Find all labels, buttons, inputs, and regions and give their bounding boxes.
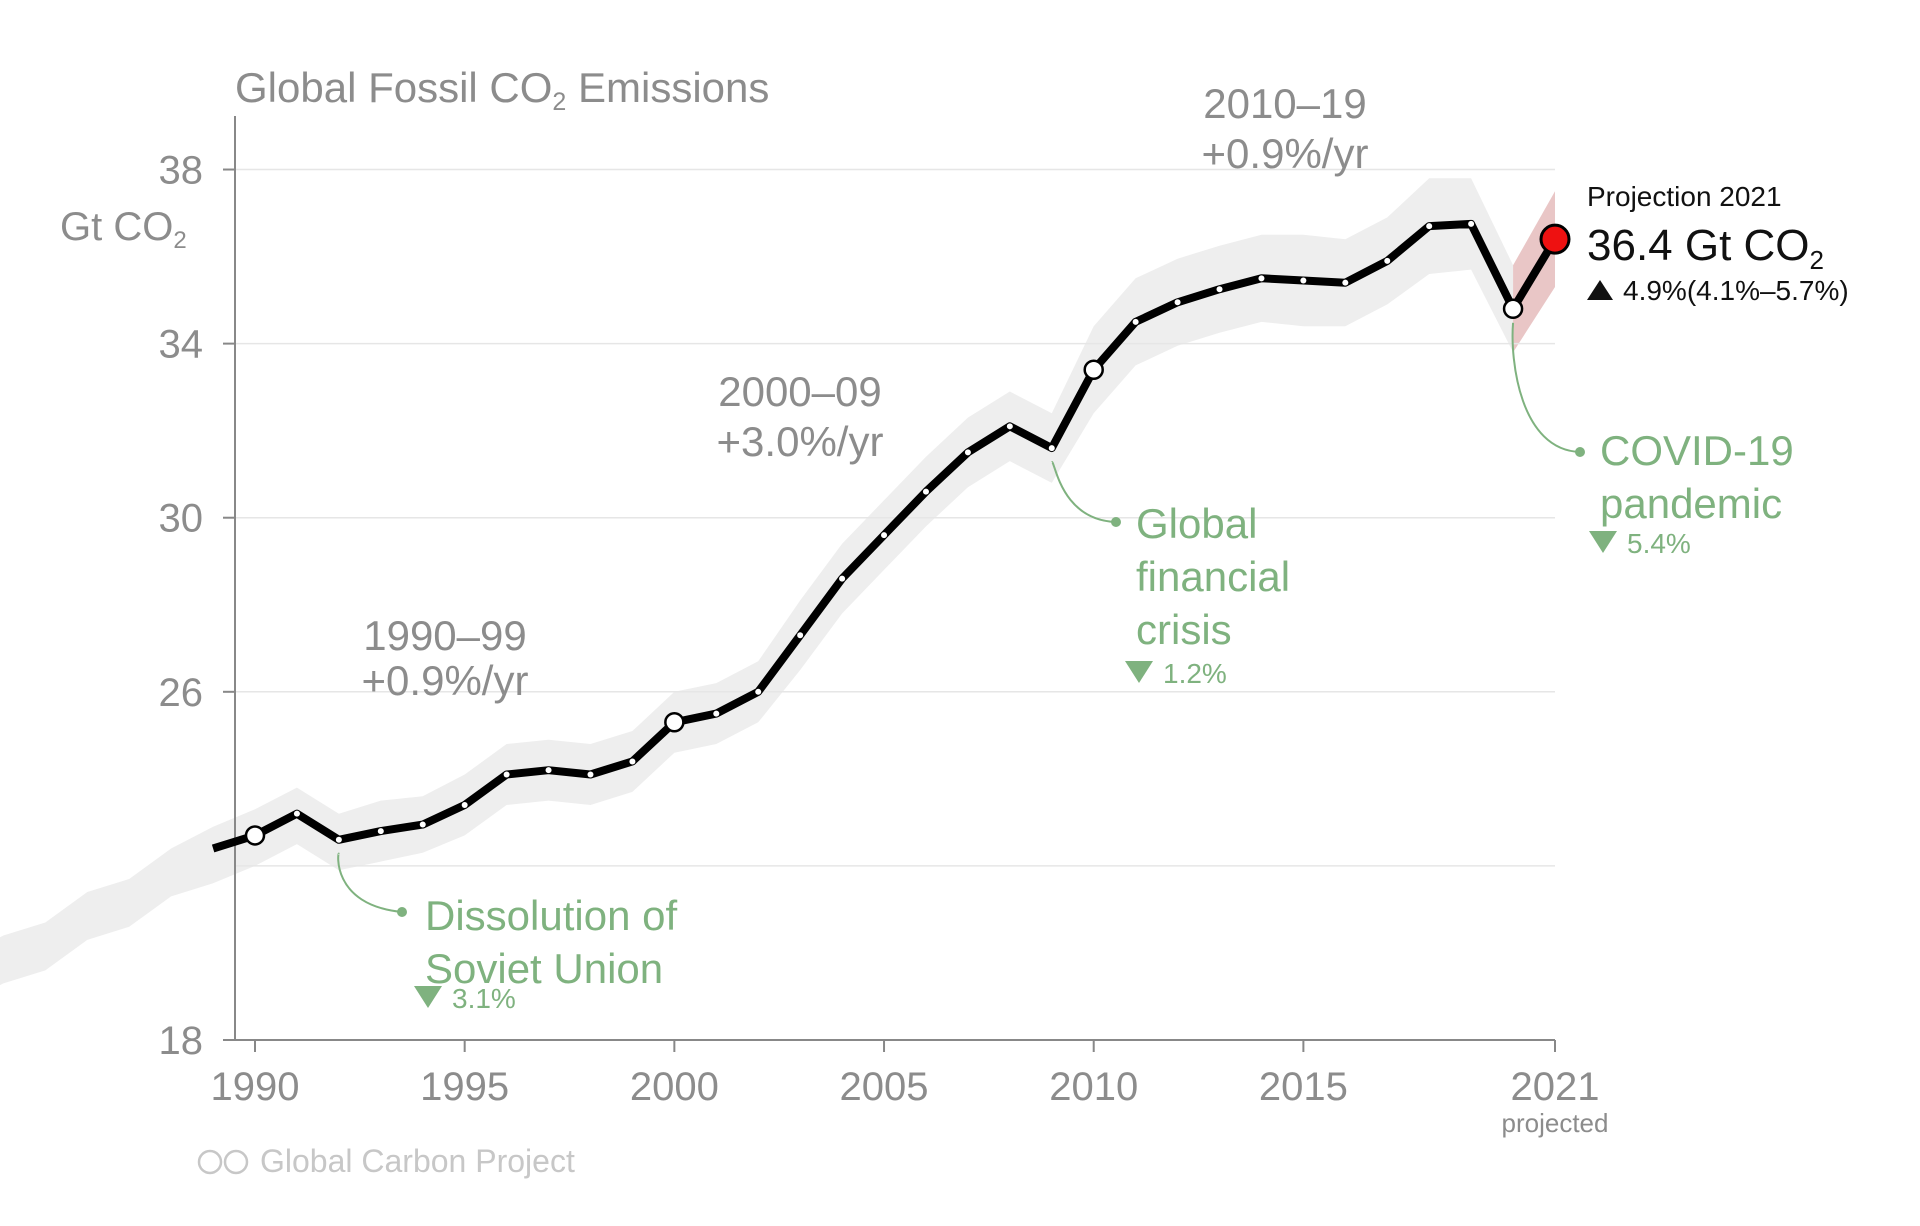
down-triangle-icon <box>1125 661 1153 683</box>
x-tick-note: projected <box>1502 1108 1609 1138</box>
event-label-line: COVID-19 <box>1600 427 1794 474</box>
data-point <box>713 710 720 717</box>
rate-period: 2000–09 <box>718 368 882 415</box>
event-connector <box>1050 461 1117 523</box>
cc-icon <box>197 1149 223 1175</box>
annot-layer <box>197 280 1617 1175</box>
rate-value: +0.9%/yr <box>1202 130 1369 177</box>
event-label-line: financial <box>1136 553 1290 600</box>
chart-title-main: Global Fossil CO <box>235 64 552 111</box>
y-tick-label: 26 <box>159 671 204 715</box>
data-point <box>1426 223 1433 230</box>
data-point <box>629 758 636 765</box>
x-tick-label: 2000 <box>630 1065 719 1109</box>
rate-value: +0.9%/yr <box>362 657 529 704</box>
uncertainty-band <box>0 178 1514 986</box>
highlight-point <box>1502 298 1524 320</box>
data-point <box>293 810 300 817</box>
event-label-line: Global <box>1136 500 1257 547</box>
rate-period: 2010–19 <box>1203 80 1367 127</box>
event-change: 3.1% <box>452 983 516 1014</box>
event-label-line: pandemic <box>1600 480 1782 527</box>
x-tick-label: 2005 <box>840 1065 929 1109</box>
x-tick-label: 2010 <box>1049 1065 1138 1109</box>
data-point <box>419 821 426 828</box>
highlight-point <box>664 712 685 733</box>
data-point <box>839 575 846 582</box>
footer-credit: Global Carbon Project <box>260 1143 575 1179</box>
projection-value: 36.4 Gt CO2 <box>1587 221 1824 275</box>
data-point <box>1132 318 1139 325</box>
x-tick-label: 1995 <box>420 1065 509 1109</box>
event-dot <box>397 907 407 917</box>
y-tick-label: 30 <box>159 497 204 541</box>
band-layer <box>0 178 1555 986</box>
event-connector <box>337 852 403 913</box>
y-axis-label-main: Gt CO <box>60 205 173 249</box>
chart-title-sub: 2 <box>552 88 566 116</box>
data-point <box>755 688 762 695</box>
event-dot <box>1575 447 1585 457</box>
chart-title: Global Fossil CO2 Emissions <box>235 64 769 116</box>
data-point <box>503 771 510 778</box>
data-point <box>1216 286 1223 293</box>
y-axis-label-sub: 2 <box>173 227 186 254</box>
projection-value-main: 36.4 Gt CO <box>1587 221 1810 270</box>
y-axis-label: Gt CO2 <box>60 205 187 254</box>
line-layer <box>211 219 1571 853</box>
emissions-line <box>211 219 1517 853</box>
projection-point <box>1539 223 1571 255</box>
rate-value: +3.0%/yr <box>717 418 884 465</box>
event-dot <box>1111 517 1121 527</box>
down-triangle-icon <box>1589 531 1617 553</box>
event-connector <box>1511 322 1581 453</box>
event-change: 1.2% <box>1163 658 1227 689</box>
text-layer: 18 26 30 34 38 1990 1995 2000 2005 2010 2015 2021pr… <box>60 64 1849 1179</box>
y-tick-label: 38 <box>159 149 204 193</box>
event-label-line: Soviet Union <box>425 945 663 992</box>
data-point <box>1300 277 1307 284</box>
data-point <box>1048 445 1055 452</box>
data-point <box>461 801 468 808</box>
data-point <box>1258 275 1265 282</box>
projection-value-sub: 2 <box>1810 245 1824 275</box>
data-point <box>587 771 594 778</box>
event-label-line: crisis <box>1136 606 1232 653</box>
data-point <box>1468 220 1475 227</box>
highlight-point <box>244 825 266 846</box>
data-point <box>1342 279 1349 286</box>
data-point <box>335 836 342 843</box>
x-tick-label: 1990 <box>211 1065 300 1109</box>
data-point <box>922 488 929 495</box>
by-icon <box>223 1149 249 1175</box>
highlight-point <box>1083 359 1104 380</box>
projection-change: 4.9%(4.1%–5.7%) <box>1623 275 1849 306</box>
data-point <box>545 767 552 774</box>
chart-title-rest: Emissions <box>566 64 769 111</box>
y-tick-label: 18 <box>159 1019 204 1063</box>
data-point <box>1384 257 1391 264</box>
event-label-line: Dissolution of <box>425 892 677 939</box>
data-point <box>1174 299 1181 306</box>
x-tick-label: 2015 <box>1259 1065 1348 1109</box>
y-tick-label: 34 <box>159 323 204 367</box>
x-tick-label: 2021 <box>1511 1065 1600 1109</box>
event-change: 5.4% <box>1627 528 1691 559</box>
rate-period: 1990–99 <box>363 612 527 659</box>
data-point <box>964 449 971 456</box>
axis-layer <box>223 116 1556 1052</box>
down-triangle-icon <box>414 986 442 1008</box>
data-point <box>881 532 888 539</box>
data-point <box>377 828 384 835</box>
grid-layer <box>235 168 1555 867</box>
projection-label: Projection 2021 <box>1587 181 1782 212</box>
data-point <box>797 632 804 639</box>
data-point <box>1006 423 1013 430</box>
up-triangle-icon <box>1587 280 1613 300</box>
